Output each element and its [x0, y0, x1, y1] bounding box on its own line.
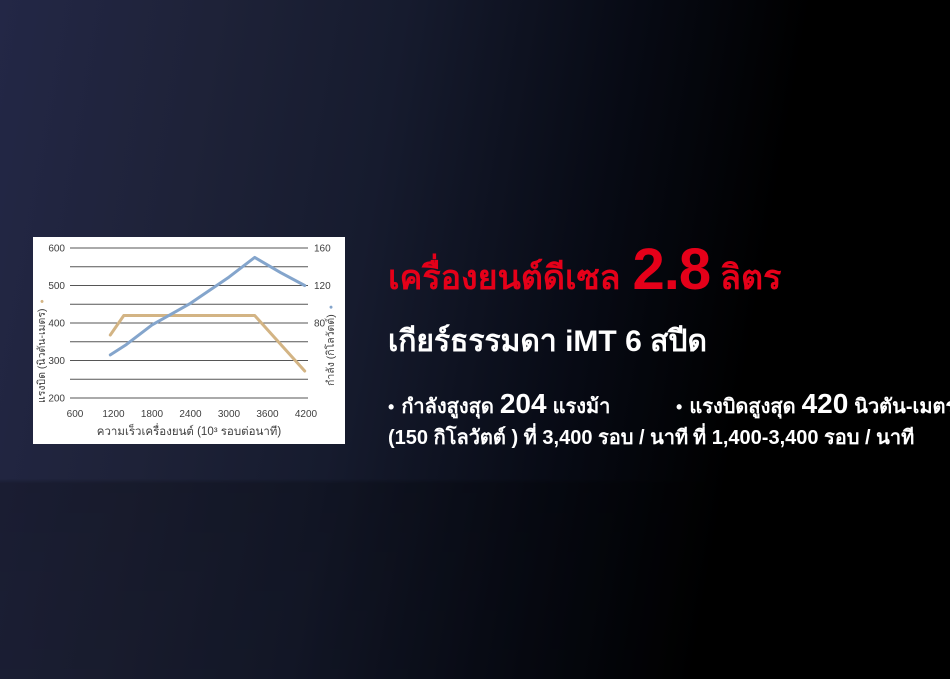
spec-max-torque-line2: ที่ 1,400-3,400 รอบ / นาที: [693, 427, 915, 449]
svg-text:300: 300: [48, 356, 65, 367]
x-axis-title: ความเร็วเครื่องยนต์ (10³ รอบต่อนาที): [97, 423, 282, 438]
engine-performance-chart: 600 500 400 300 200 160 120 80 600 1200 1800 2400 30…: [36, 244, 337, 439]
bullet-icon: •: [676, 397, 683, 417]
left-axis-ticks: 600 500 400 300 200: [48, 244, 65, 405]
series-power-kw: [108, 255, 307, 357]
svg-text:3000: 3000: [218, 409, 241, 420]
bullet-icon: •: [388, 397, 395, 417]
spec-bullets: • กำลังสูงสุด 204 แรงม้า (150 กิโลวัตต์ …: [388, 388, 950, 451]
spec-max-power: • กำลังสูงสุด 204 แรงม้า (150 กิโลวัตต์ …: [388, 390, 689, 451]
headline-suffix: ลิตร: [720, 259, 782, 297]
spec-max-power-line1: • กำลังสูงสุด 204 แรงม้า: [388, 390, 660, 420]
svg-text:600: 600: [67, 409, 84, 420]
svg-text:2400: 2400: [179, 409, 202, 420]
spec-max-power-line2: (150 กิโลวัตต์ ) ที่ 3,400 รอบ / นาที: [388, 427, 689, 449]
svg-text:200: 200: [48, 394, 65, 405]
spec-max-torque-label: แรงบิดสูงสุด: [689, 396, 796, 418]
transmission-subtitle: เกียร์ธรรมดา iMT 6 สปีด: [388, 325, 707, 358]
svg-text:80: 80: [314, 319, 326, 330]
engine-spec-content: เครื่องยนต์ดีเซล 2.8 ลิตร เกียร์ธรรมดา i…: [388, 241, 950, 451]
right-axis-ticks: 160 120 80: [314, 244, 331, 330]
headline-prefix: เครื่องยนต์ดีเซล: [388, 259, 621, 297]
series-torque-nm: [108, 314, 307, 373]
spec-max-torque-value: 420: [801, 388, 849, 419]
left-axis-title: แรงบิด (นิวตัน-เมตร)●: [36, 299, 48, 403]
engine-performance-chart-card: 600 500 400 300 200 160 120 80 600 1200 1800 2400 30…: [33, 237, 345, 444]
svg-text:600: 600: [48, 244, 65, 255]
spec-max-power-value: 204: [499, 388, 547, 419]
svg-text:4200: 4200: [295, 409, 318, 420]
svg-text:400: 400: [48, 319, 65, 330]
spec-max-power-unit: แรงม้า: [552, 396, 611, 418]
gridlines: [70, 247, 308, 399]
svg-text:160: 160: [314, 244, 331, 255]
spec-max-torque-line1: • แรงบิดสูงสุด 420 นิวตัน-เมตร: [676, 388, 950, 420]
svg-text:3600: 3600: [256, 409, 279, 420]
x-axis-ticks: 600 1200 1800 2400 3000 3600 4200: [67, 409, 318, 420]
headline-engine-title: เครื่องยนต์ดีเซล 2.8 ลิตร: [388, 241, 948, 304]
spec-max-power-label: กำลังสูงสุด: [401, 396, 494, 418]
svg-text:1200: 1200: [102, 409, 125, 420]
svg-text:500: 500: [48, 281, 65, 292]
spec-max-torque: • แรงบิดสูงสุด 420 นิวตัน-เมตร ที่ 1,400…: [676, 388, 950, 451]
spec-max-torque-unit: นิวตัน-เมตร: [854, 396, 950, 418]
svg-text:1800: 1800: [141, 409, 164, 420]
headline-displacement-value: 2.8: [632, 237, 712, 302]
svg-text:120: 120: [314, 281, 331, 292]
right-axis-title: กำลัง (กิโลวัตต์)●: [324, 305, 337, 386]
